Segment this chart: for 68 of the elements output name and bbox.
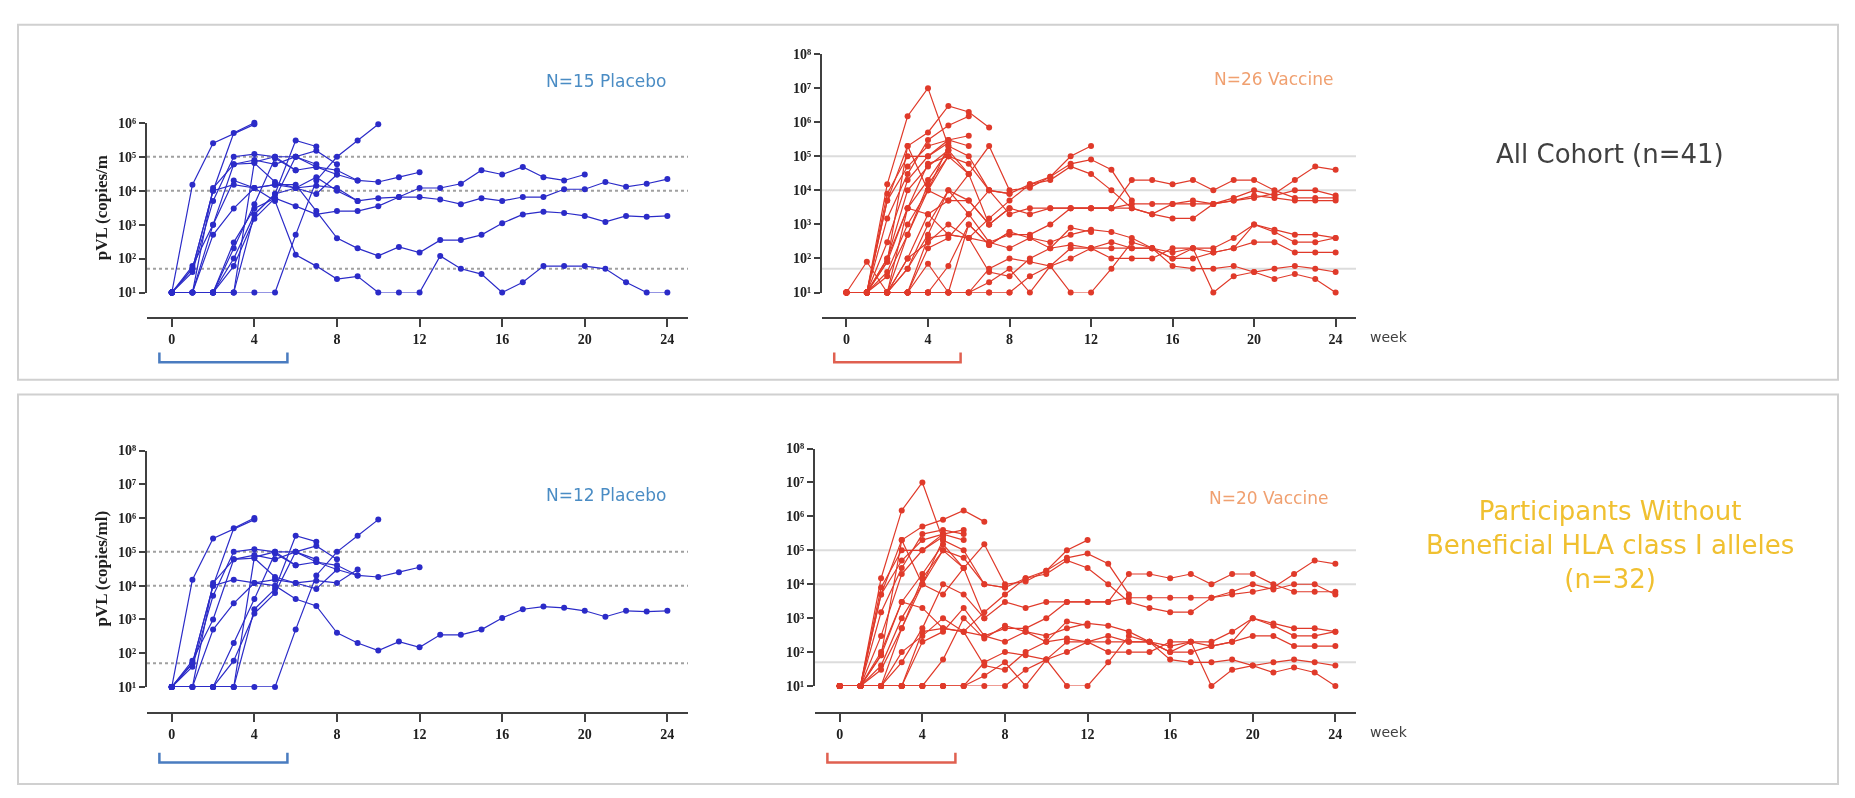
- y-tick-label: 10²: [118, 646, 137, 662]
- x-tick-label: 24: [660, 331, 675, 347]
- y-tick-label: 10²: [786, 644, 805, 660]
- y-tick-label: 10⁶: [786, 509, 805, 525]
- y-tick-label: 10³: [118, 217, 137, 233]
- x-tick-label: 0: [168, 727, 176, 743]
- x-tick-label: 12: [1084, 331, 1099, 347]
- text: All Cohort (n=41): [1496, 139, 1724, 169]
- y-tick-label: 10⁷: [793, 81, 812, 97]
- y-tick-label: 10⁴: [793, 183, 812, 199]
- x-tick-label: 16: [1163, 727, 1178, 743]
- y-tick-label: 10¹: [793, 285, 812, 301]
- x-tick-label: 12: [412, 727, 427, 743]
- x-tick-label: 4: [250, 727, 258, 743]
- y-tick-label: 10¹: [118, 679, 137, 695]
- x-tick-label: 20: [1245, 727, 1260, 743]
- y-tick-label: 10²: [118, 251, 137, 267]
- x-tick-label: 20: [577, 331, 592, 347]
- y-tick-label: 10⁴: [118, 578, 137, 594]
- y-tick-label: 10⁶: [793, 115, 812, 131]
- y-tick-label: 10⁶: [118, 510, 137, 526]
- x-tick-label: 0: [836, 727, 844, 743]
- x-tick-label: 4: [250, 331, 258, 347]
- y-tick-label: 10⁶: [118, 115, 137, 131]
- x-tick-label: 8: [1006, 331, 1014, 347]
- y-tick-label: 10³: [786, 611, 805, 627]
- x-tick-label: 16: [1165, 331, 1180, 347]
- y-axis-title: pVL (copies/m: [92, 155, 112, 261]
- text: N=26 Vaccine: [1214, 69, 1334, 89]
- x-tick-label: 16: [495, 331, 510, 347]
- y-tick-label: 10¹: [118, 285, 137, 301]
- y-tick-label: 10¹: [786, 678, 805, 694]
- y-tick-label: 10⁵: [786, 543, 805, 559]
- y-tick-label: 10³: [793, 217, 812, 233]
- y-tick-label: 10⁵: [793, 149, 812, 165]
- x-tick-label: 16: [495, 727, 510, 743]
- chart-title: N=15 Placebo: [546, 71, 667, 91]
- x-tick-label: 20: [577, 727, 592, 743]
- y-tick-label: 10⁴: [786, 577, 805, 593]
- y-tick-label: 10⁸: [118, 443, 137, 459]
- x-tick-label: 0: [842, 331, 850, 347]
- x-tick-label: 4: [924, 331, 932, 347]
- x-tick-label: 0: [168, 331, 176, 347]
- x-tick-label: 24: [660, 727, 675, 743]
- y-tick-label: 10⁸: [793, 47, 812, 62]
- y-tick-label: 10⁴: [118, 183, 137, 199]
- y-tick-label: 10⁵: [118, 544, 137, 560]
- x-tick-label: 8: [333, 331, 341, 347]
- y-tick-label: 10⁵: [118, 149, 137, 165]
- text: Participants Without Beneficial HLA class I alleles (n=32): [1426, 496, 1795, 594]
- y-axis-title: pVL (copies/ml): [92, 510, 112, 627]
- x-axis-title: week: [1370, 329, 1408, 345]
- x-tick-label: 4: [918, 727, 926, 743]
- x-tick-label: 8: [333, 727, 341, 743]
- y-tick-label: 10²: [793, 251, 812, 267]
- x-tick-label: 24: [1328, 727, 1343, 743]
- x-tick-label: 8: [1001, 727, 1009, 743]
- y-tick-label: 10³: [118, 612, 137, 628]
- y-tick-label: 10⁸: [786, 441, 805, 457]
- x-axis-title: week: [1370, 724, 1408, 740]
- x-tick-label: 24: [1328, 331, 1343, 347]
- text: N=12 Placebo: [546, 485, 667, 505]
- y-tick-label: 10⁷: [786, 475, 805, 491]
- y-tick-label: 10⁷: [118, 477, 137, 493]
- text: N=20 Vaccine: [1209, 488, 1329, 508]
- x-tick-label: 12: [1080, 727, 1095, 743]
- x-tick-label: 20: [1247, 331, 1262, 347]
- x-tick-label: 12: [412, 331, 427, 347]
